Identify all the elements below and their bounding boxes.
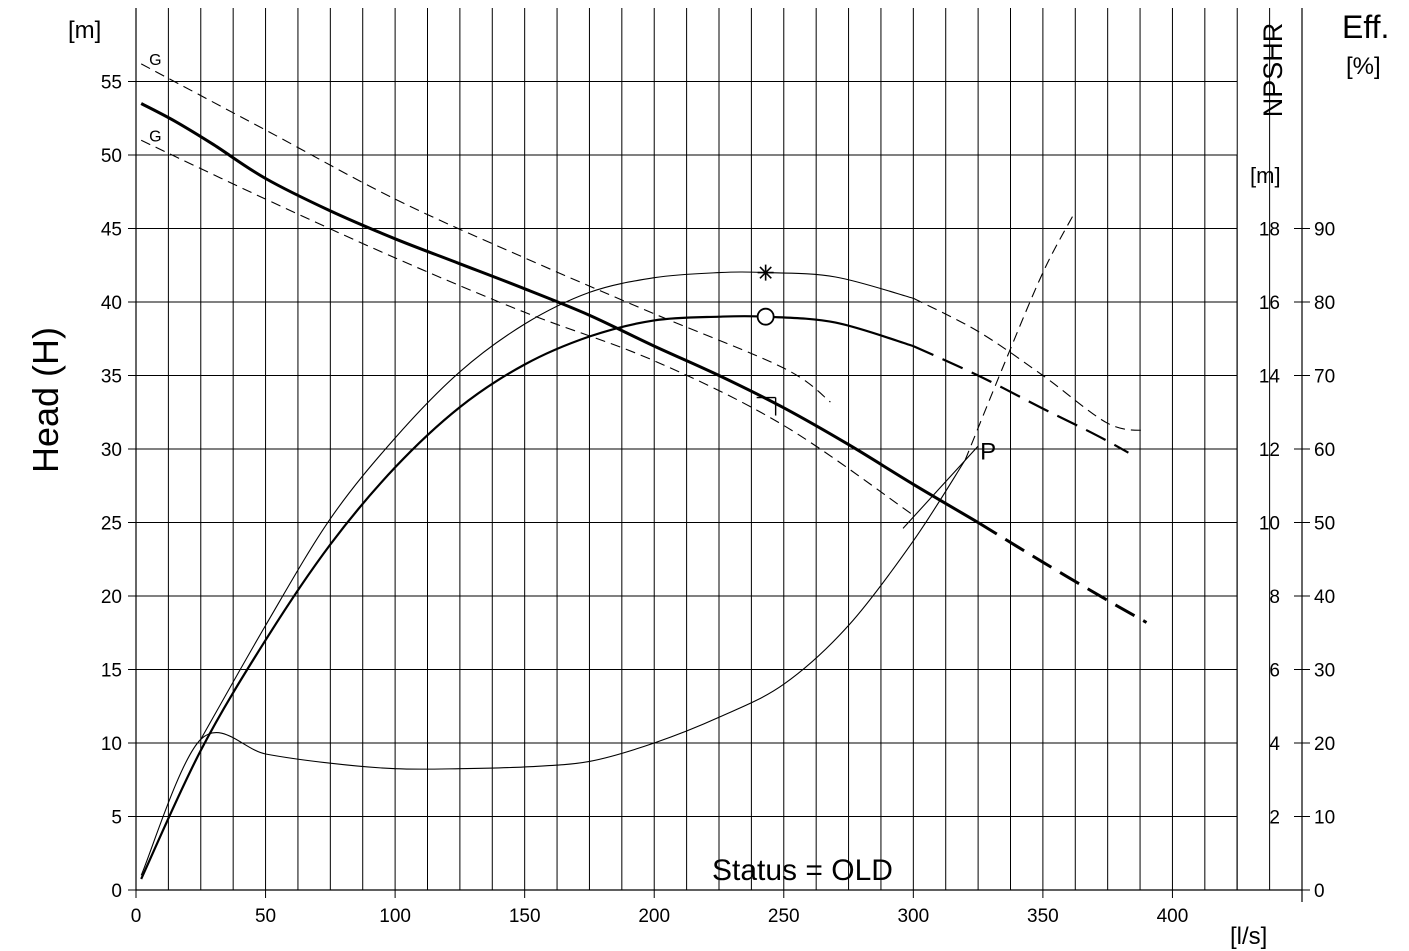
eff-tick-label: 40: [1314, 587, 1335, 608]
eff-tick-label: 70: [1314, 367, 1335, 388]
head-tick-label: 10: [101, 734, 122, 755]
npshr-tick-label: 2: [1269, 808, 1280, 829]
head-tick-label: 35: [101, 367, 122, 388]
bep-circle-marker: [756, 307, 775, 326]
eff-unit-label: [%]: [1346, 53, 1381, 80]
markers: G G P: [149, 52, 996, 466]
status-label: Status = OLD: [712, 854, 893, 887]
head-unit-label: [m]: [68, 17, 101, 44]
npshr-tick-label: 14: [1259, 367, 1281, 388]
npshr-tick-label: 10: [1259, 514, 1280, 535]
eff-tick-label: 80: [1314, 293, 1335, 314]
head-curve: [140, 102, 979, 524]
efficiency-upper-extension-curve: [913, 297, 1147, 432]
npshr-tick-label: 16: [1259, 293, 1280, 314]
head-tick-label: 30: [101, 440, 122, 461]
t-marker: [756, 396, 777, 416]
eff-tick-label: 0: [1314, 881, 1325, 902]
npshr-tick-label: 12: [1259, 440, 1280, 461]
npshr-tick-label: 18: [1259, 220, 1280, 241]
x-axis-label: [l/s]: [1230, 923, 1267, 950]
x-tick-label: 50: [255, 906, 276, 927]
head-tick-label: 5: [111, 808, 122, 829]
head-tick-label: 55: [101, 73, 122, 94]
eff-tick-label: 20: [1314, 734, 1335, 755]
head-tick-label: 40: [101, 293, 122, 314]
x-tick-label: 300: [897, 906, 929, 927]
x-tick-label: 250: [768, 906, 800, 927]
head-tick-label: 25: [101, 514, 122, 535]
x-tick-label: 150: [509, 906, 541, 927]
npshr-tick-label: 4: [1269, 734, 1280, 755]
x-tick-label: 100: [379, 906, 411, 927]
head-tick-label: 15: [101, 661, 122, 682]
efficiency-extension-curve: [912, 345, 1129, 454]
x-tick-label: 400: [1157, 906, 1189, 927]
npshr-tick-label: 6: [1269, 661, 1280, 682]
npshr-curve: [140, 459, 966, 876]
head-tick-label: 50: [101, 146, 122, 167]
npshr-extension-curve: [964, 213, 1075, 461]
eff-tick-label: 30: [1314, 661, 1335, 682]
g-marker: G: [149, 128, 161, 145]
head-axis-label: Head (H): [25, 327, 66, 473]
p-marker: P: [980, 438, 996, 465]
curves: [140, 63, 1148, 880]
head-extension-curve: [977, 521, 1148, 624]
grid: [135, 8, 1271, 890]
eff-axis-label: Eff.: [1342, 9, 1389, 45]
head-tolerance-lower-curve: [140, 139, 914, 516]
axes: 0 50 100 150 200 250 300 350 4000510152025303540…: [101, 8, 1335, 927]
eff-tick-label: 60: [1314, 440, 1335, 461]
x-tick-label: 350: [1027, 906, 1059, 927]
npshr-unit-label: [m]: [1250, 163, 1281, 188]
head-tick-label: 45: [101, 220, 122, 241]
eff-tick-label: 50: [1314, 514, 1335, 535]
asterisk-stroke: [759, 266, 772, 279]
eff-tick-label: 10: [1314, 808, 1335, 829]
npshr-axis-label: NPSHR: [1258, 23, 1288, 118]
eff-tick-label: 90: [1314, 220, 1335, 241]
x-tick-label: 200: [638, 906, 670, 927]
npshr-tick-label: 8: [1269, 587, 1280, 608]
head-tick-label: 20: [101, 587, 122, 608]
efficiency-curve: [140, 315, 914, 880]
head-tick-label: 0: [111, 881, 122, 902]
asterisk-marker: [757, 264, 774, 281]
system-line-curve: [902, 445, 979, 529]
x-tick-label: 0: [131, 906, 142, 927]
g-marker: G: [149, 52, 161, 69]
labels: [m] Head (H) Eff. [%] NPSHR [m] [l/s] St…: [25, 9, 1389, 950]
